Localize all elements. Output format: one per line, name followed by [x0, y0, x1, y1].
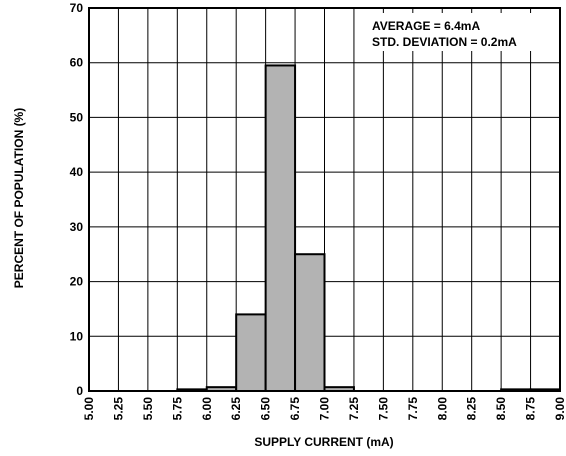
y-tick-label-1: 10 [70, 329, 84, 343]
x-tick-label-7: 6.75 [288, 397, 302, 421]
y-tick-label-4: 40 [70, 165, 84, 179]
y-tick-label-0: 0 [76, 384, 83, 398]
x-tick-label-9: 7.25 [347, 397, 361, 421]
histogram-bar-3 [264, 64, 297, 392]
y-tick-label-7: 70 [70, 1, 84, 15]
y-axis-label: PERCENT OF POPULATION (%) [12, 108, 26, 288]
y-tick-label-2: 20 [70, 275, 84, 289]
x-tick-label-15: 8.75 [524, 397, 538, 421]
std-deviation-annotation: STD. DEVIATION = 0.2mA [372, 35, 517, 49]
x-tick-label-12: 8.00 [435, 397, 449, 421]
y-tick-labels: 0 10 20 30 40 50 60 70 [70, 1, 84, 398]
histogram-bars [176, 64, 561, 393]
x-tick-label-16: 9.00 [553, 397, 566, 421]
average-annotation: AVERAGE = 6.4mA [372, 19, 480, 33]
annotation-background [366, 13, 557, 51]
plot-frame [88, 7, 561, 392]
x-axis-label: SUPPLY CURRENT (mA) [254, 435, 393, 449]
y-tick-label-3: 30 [70, 220, 84, 234]
x-tick-label-4: 6.00 [200, 397, 214, 421]
x-tick-label-10: 7.50 [376, 397, 390, 421]
y-tick-label-6: 60 [70, 56, 84, 70]
histogram-bar-4 [294, 253, 326, 392]
x-tick-label-11: 7.75 [406, 397, 420, 421]
x-tick-label-1: 5.25 [111, 397, 125, 421]
x-tick-label-3: 5.75 [170, 397, 184, 421]
x-tick-label-6: 6.50 [259, 397, 273, 421]
y-tick-label-5: 50 [70, 110, 84, 124]
histogram-bar-2 [235, 313, 267, 392]
x-tick-label-14: 8.50 [494, 397, 508, 421]
x-tick-label-5: 6.25 [229, 397, 243, 421]
x-tick-label-13: 8.25 [465, 397, 479, 421]
x-tick-label-2: 5.50 [141, 397, 155, 421]
x-tick-label-0: 5.00 [82, 397, 96, 421]
x-tick-label-8: 7.00 [318, 397, 332, 421]
x-tick-labels: 5.00 5.25 5.50 5.75 6.00 6.25 6.50 6.75 7.00 7.25… [82, 397, 566, 421]
